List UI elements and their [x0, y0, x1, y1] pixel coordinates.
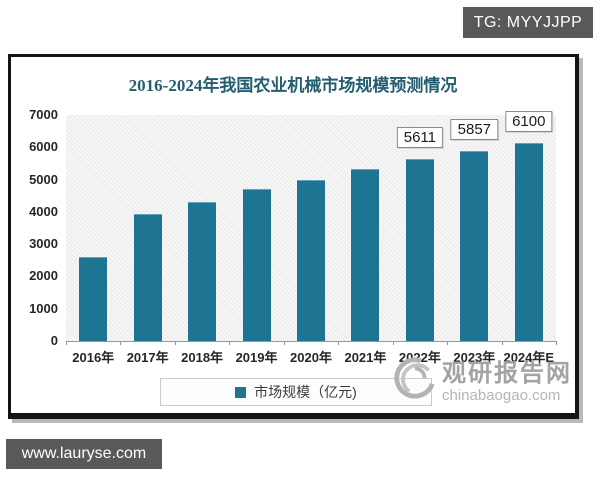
legend-marker-icon: [235, 386, 247, 398]
legend: 市场规模（亿元): [160, 378, 432, 406]
watermark-swirl-logo-icon: [394, 357, 435, 399]
bar-2019年: [242, 188, 271, 341]
x-axis-tick-mark: [338, 342, 340, 345]
x-axis-tick-mark: [501, 342, 503, 345]
telegram-contact-label: TG: MYYJJPP: [473, 13, 583, 31]
bar-2021年: [351, 168, 380, 341]
source-site-label: www.lauryse.com: [21, 445, 147, 462]
x-axis-tick-mark: [66, 342, 67, 345]
bar-2016年: [79, 257, 108, 341]
x-axis-tick-label: 2023年: [453, 350, 496, 365]
y-axis-tick-label: 3000: [29, 236, 58, 252]
watermark-text: 观研报告网 chinabaogao.com: [442, 355, 572, 405]
y-axis-tick-label: 4000: [29, 203, 58, 219]
x-axis-tick-label: 2020年: [290, 350, 332, 365]
chart-title: 2016-2024年我国农业机械市场规模预测情况: [128, 76, 458, 95]
chart-frame: 2016-2024年我国农业机械市场规模预测情况 7000 6000 5000 400…: [8, 54, 579, 419]
x-axis-line: [66, 341, 557, 342]
x-axis-tick-mark: [283, 342, 285, 345]
y-axis-tick-label: 1000: [29, 300, 58, 316]
watermark: 观研报告网 chinabaogao.com: [392, 355, 592, 417]
watermark-site-name: 观研报告网: [442, 360, 572, 387]
x-axis-tick-mark: [447, 342, 449, 345]
data-label-2024年E: 6100: [505, 111, 553, 133]
x-axis-tick-label: 2019年: [235, 350, 278, 365]
x-axis-tick-mark: [392, 342, 394, 345]
source-site-badge: www.lauryse.com: [6, 439, 162, 469]
y-axis-tick-label: 2000: [29, 268, 58, 284]
x-axis-tick-label: 2024年E: [503, 350, 555, 365]
x-axis-tick-mark: [229, 342, 231, 345]
bar-2017年: [133, 214, 162, 341]
data-label-2023年: 5857: [450, 118, 499, 140]
data-label-2022年: 5611: [396, 126, 444, 148]
bar-2022年: [405, 158, 434, 341]
x-axis-tick-label: 2016年: [72, 350, 115, 365]
bar-2020年: [297, 180, 325, 341]
bar-2018年: [188, 201, 217, 341]
x-axis-tick-mark: [174, 342, 176, 345]
x-axis-tick-mark: [556, 342, 557, 345]
telegram-contact-badge: TG: MYYJJPP: [463, 7, 593, 38]
bar-2023年: [460, 150, 489, 341]
bar-2024年E: [514, 143, 543, 341]
plot-area: [66, 115, 556, 341]
y-axis-tick-label: 7000: [29, 107, 58, 122]
y-axis-tick-label: 6000: [29, 139, 58, 155]
x-axis-tick-label: 2021年: [344, 350, 387, 365]
y-axis-tick-label: 5000: [29, 171, 58, 187]
legend-label: 市场规模（亿元): [254, 384, 357, 400]
y-axis-tick-label: 0: [50, 333, 58, 348]
watermark-domain: chinabaogao.com: [442, 387, 561, 404]
x-axis-tick-mark: [120, 342, 122, 345]
x-axis-tick-label: 2017年: [126, 350, 169, 365]
x-axis-tick-label: 2018年: [181, 350, 224, 365]
